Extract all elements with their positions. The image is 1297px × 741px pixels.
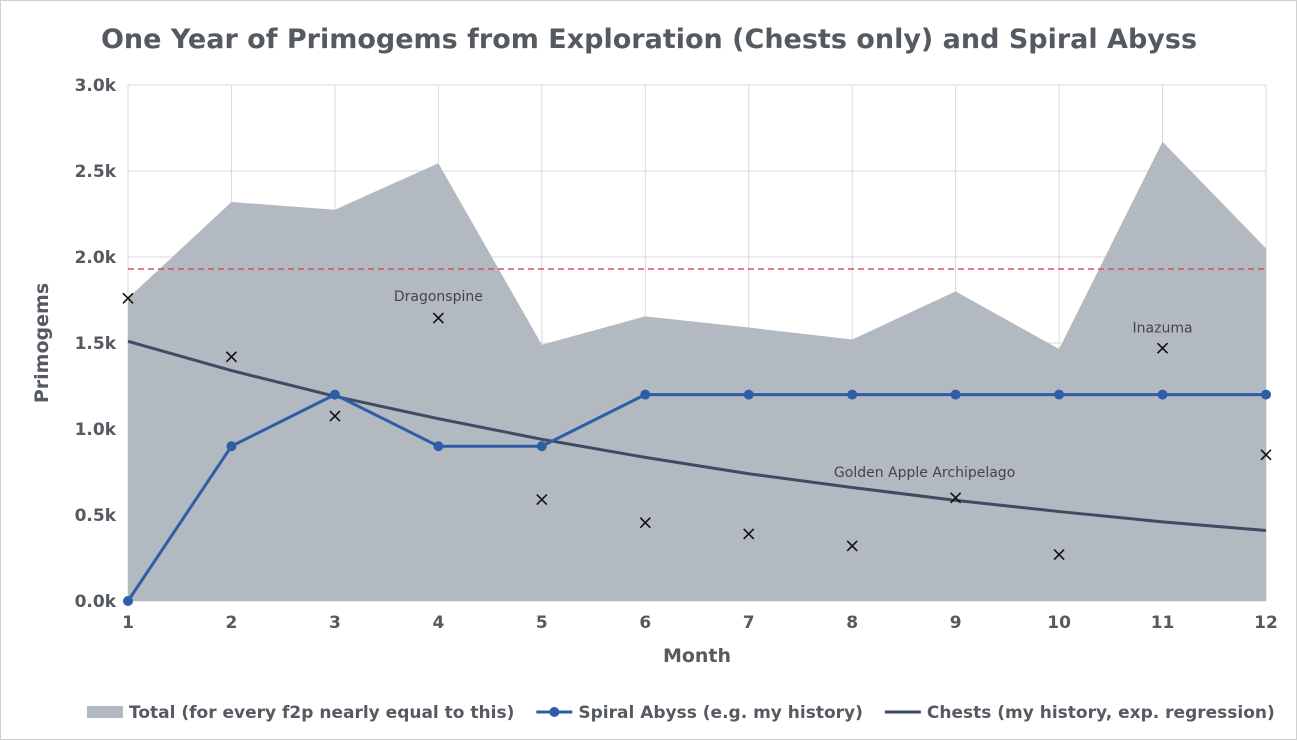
legend-label: Spiral Abyss (e.g. my history): [578, 703, 863, 723]
y-tick-label: 0.5k: [75, 506, 117, 526]
x-tick-label: 3: [329, 613, 341, 633]
x-tick-label: 2: [226, 613, 238, 633]
chests-data-point: [122, 292, 134, 304]
chests-point-stroke: [743, 528, 755, 540]
axis-layer: 0.0k0.5k1.0k1.5k2.0k2.5k3.0k1 2 3 4 5 6 7 8 9 10 1…: [75, 76, 1278, 633]
x-tick-label: 10: [1047, 613, 1071, 633]
spiral-abyss-line: [126, 392, 1266, 602]
annotation-layer: Dragonspine Inazuma Golden Apple Archipela…: [394, 289, 1193, 481]
chests-point-stroke: [846, 540, 858, 552]
chests-data-point: [1156, 342, 1169, 354]
spiral-abyss-point: [1261, 389, 1271, 400]
chests-data-point: [639, 517, 651, 529]
legend-item: Chests (my history, exp. regression): [884, 703, 1275, 723]
spiral-abyss-point: [226, 441, 237, 452]
x-tick-label: 8: [846, 613, 858, 633]
chests-point-stroke: [432, 312, 444, 324]
x-tick-label: 4: [432, 613, 444, 633]
y-tick-label: 0.0k: [75, 592, 117, 612]
spiral-abyss-point: [847, 389, 858, 400]
legend: Total (for every f2p nearly equal to thi…: [87, 703, 1275, 723]
spiral-abyss-point: [950, 389, 961, 400]
chart-title: One Year of Primogems from Exploration (…: [101, 24, 1197, 55]
legend-item: Total (for every f2p nearly equal to thi…: [87, 703, 514, 723]
spiral-abyss-point: [123, 596, 133, 606]
x-axis-title: Month: [663, 645, 731, 667]
spiral-abyss-point: [329, 389, 340, 400]
legend-marker: [549, 707, 560, 717]
legend-label: Chests (my history, exp. regression): [927, 703, 1275, 723]
y-tick-label: 3.0k: [75, 76, 117, 96]
x-tick-label: 5: [536, 613, 548, 633]
x-tick-label: 7: [743, 613, 755, 633]
y-tick-label: 1.5k: [75, 334, 117, 354]
x-tick-label: 9: [950, 613, 962, 633]
chests-data-point: [432, 312, 444, 324]
marker-layer: [122, 292, 1272, 606]
x-tick-label: 6: [639, 613, 651, 633]
spiral-abyss-point: [1157, 389, 1168, 400]
chests-point-stroke: [1156, 342, 1169, 354]
legend-label: Total (for every f2p nearly equal to thi…: [129, 703, 514, 723]
chests-point-stroke: [950, 492, 962, 504]
chests-data-point: [846, 540, 858, 552]
x-tick-label: 12: [1254, 613, 1278, 633]
chests-point-stroke: [225, 351, 238, 363]
spiral-abyss-point: [433, 441, 444, 452]
x-tick-label: 1: [122, 613, 134, 633]
y-tick-label: 2.5k: [75, 162, 117, 182]
chests-regression-line: [127, 339, 1267, 532]
chests-data-point: [1260, 449, 1272, 461]
chests-data-point: [329, 410, 341, 422]
y-tick-label: 1.0k: [75, 420, 117, 440]
annotation-label: Golden Apple Archipelago: [834, 465, 1015, 481]
spiral-abyss-point: [1054, 389, 1065, 400]
chests-point-stroke: [1053, 548, 1065, 561]
chests-data-point: [1053, 548, 1065, 561]
y-tick-label: 2.0k: [75, 248, 117, 268]
chests-point-stroke: [1260, 449, 1272, 461]
chests-point-stroke: [639, 517, 651, 529]
chests-point-stroke: [329, 410, 341, 422]
spiral-abyss-point: [536, 441, 547, 452]
chests-data-point: [536, 493, 548, 506]
chests-point-stroke: [122, 292, 134, 304]
line-layer: [126, 339, 1267, 602]
annotation-label: Inazuma: [1133, 321, 1193, 337]
chests-data-point: [950, 492, 962, 504]
legend-item: Spiral Abyss (e.g. my history): [536, 703, 863, 723]
x-tick-label: 11: [1151, 613, 1175, 633]
chests-data-point: [743, 528, 755, 540]
total-area: [128, 141, 1266, 601]
chests-data-point: [225, 351, 238, 363]
y-axis-title: Primogems: [31, 283, 53, 403]
spiral-abyss-point: [743, 389, 754, 400]
chests-point-stroke: [536, 493, 548, 506]
spiral-abyss-point: [640, 389, 651, 400]
annotation-label: Dragonspine: [394, 289, 483, 305]
legend-swatch: [87, 706, 123, 718]
area-layer: [128, 141, 1266, 601]
